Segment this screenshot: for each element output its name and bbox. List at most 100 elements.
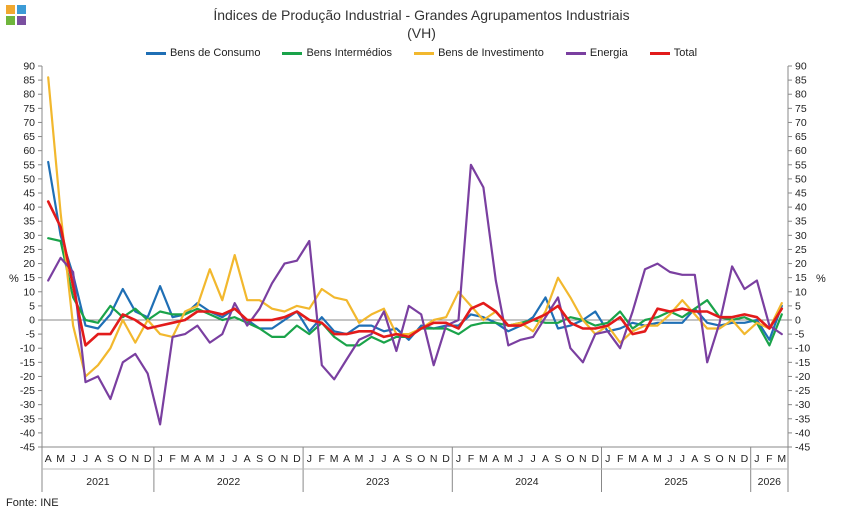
- y-tick-label-right: 75: [795, 103, 807, 115]
- x-tick-label: N: [579, 453, 587, 465]
- x-tick-label: D: [442, 453, 450, 465]
- y-tick-label-right: -20: [795, 371, 810, 383]
- y-tick-label-left: -10: [20, 343, 35, 355]
- x-tick-label: A: [244, 453, 251, 465]
- logo-square-blue: [17, 5, 26, 14]
- x-tick-label: D: [293, 453, 301, 465]
- x-tick-label: A: [194, 453, 201, 465]
- x-tick-label: F: [766, 453, 772, 465]
- year-label: 2025: [664, 476, 688, 488]
- logo-square-green: [6, 16, 15, 25]
- x-tick-label: J: [369, 453, 374, 465]
- x-tick-label: J: [232, 453, 237, 465]
- y-tick-label-right: 45: [795, 188, 807, 200]
- y-tick-label-left: 20: [23, 258, 35, 270]
- y-tick-label-right: -15: [795, 357, 810, 369]
- y-tick-label-right: 55: [795, 159, 807, 171]
- y-tick-label-right: -35: [795, 413, 810, 425]
- x-tick-label: N: [281, 453, 289, 465]
- y-tick-label-left: 90: [23, 61, 35, 73]
- x-tick-label: A: [642, 453, 649, 465]
- y-tick-label-left: -35: [20, 413, 35, 425]
- y-tick-label-left: 60: [23, 145, 35, 157]
- source-note: Fonte: INE: [6, 497, 59, 509]
- x-tick-label: F: [169, 453, 175, 465]
- x-tick-label: J: [680, 453, 685, 465]
- chart-subtitle: (VH): [407, 25, 436, 41]
- x-tick-label: F: [468, 453, 474, 465]
- legend-item: Bens de Consumo: [145, 47, 261, 59]
- x-tick-label: M: [330, 453, 339, 465]
- y-tick-label-left: 65: [23, 131, 35, 143]
- x-tick-label: A: [393, 453, 400, 465]
- x-tick-label: J: [70, 453, 75, 465]
- x-tick-label: O: [566, 453, 574, 465]
- series-line: [46, 200, 784, 347]
- legend-item: Bens de Investimento: [414, 47, 544, 59]
- x-tick-label: O: [716, 453, 724, 465]
- x-tick-label: A: [45, 453, 52, 465]
- y-tick-label-right: 85: [795, 75, 807, 87]
- logo-square-purple: [17, 16, 26, 25]
- x-tick-label: O: [417, 453, 425, 465]
- y-tick-label-left: 50: [23, 173, 35, 185]
- legend-item: Energia: [565, 47, 628, 59]
- legend-swatch: [414, 51, 435, 55]
- legend-label: Energia: [589, 47, 628, 59]
- x-tick-label: J: [307, 453, 312, 465]
- x-tick-label: A: [492, 453, 499, 465]
- x-tick-label: M: [479, 453, 488, 465]
- legend-swatch: [649, 51, 670, 55]
- x-tick-label: F: [319, 453, 325, 465]
- y-tick-label-left: -40: [20, 427, 35, 439]
- chart-title: Índices de Produção Industrial - Grandes…: [213, 7, 630, 23]
- y-tick-label-right: 40: [795, 202, 807, 214]
- x-tick-label: J: [667, 453, 672, 465]
- y-tick-label-left: -15: [20, 357, 35, 369]
- x-tick-label: M: [504, 453, 513, 465]
- x-tick-label: O: [119, 453, 127, 465]
- x-tick-label: J: [157, 453, 162, 465]
- legend-label: Total: [673, 47, 698, 59]
- y-tick-label-right: 20: [795, 258, 807, 270]
- x-tick-label: M: [628, 453, 637, 465]
- year-label: 2024: [515, 476, 539, 488]
- y-tick-label-left: 75: [23, 103, 35, 115]
- y-tick-label-left: -20: [20, 371, 35, 383]
- y-tick-label-left: 0: [29, 315, 35, 327]
- legend-item: Total: [649, 47, 698, 59]
- y-tick-label-left: -45: [20, 442, 35, 454]
- y-tick-label-left: 40: [23, 202, 35, 214]
- y-tick-label-right: -25: [795, 385, 810, 397]
- y-tick-label-right: -30: [795, 399, 810, 411]
- y-tick-label-left: -30: [20, 399, 35, 411]
- y-tick-label-right: 90: [795, 61, 807, 73]
- y-tick-label-left: 15: [23, 272, 35, 284]
- x-tick-label: J: [754, 453, 759, 465]
- legend-label: Bens de Consumo: [169, 47, 261, 59]
- year-label: 2023: [366, 476, 390, 488]
- x-tick-label: D: [144, 453, 152, 465]
- x-tick-label: J: [530, 453, 535, 465]
- y-tick-label-right: -5: [795, 329, 804, 341]
- y-tick-label-left: 25: [23, 244, 35, 256]
- x-tick-label: M: [777, 453, 786, 465]
- y-tick-label-left: 35: [23, 216, 35, 228]
- ine-logo-icon: [6, 5, 26, 25]
- y-tick-label-left: 10: [23, 286, 35, 298]
- x-tick-label: M: [355, 453, 364, 465]
- x-tick-label: N: [728, 453, 736, 465]
- y-tick-label-right: 60: [795, 145, 807, 157]
- x-tick-label: S: [256, 453, 263, 465]
- y-tick-label-left: 45: [23, 188, 35, 200]
- x-tick-label: S: [405, 453, 412, 465]
- x-tick-label: A: [343, 453, 350, 465]
- legend-swatch: [282, 51, 303, 55]
- year-label: 2021: [86, 476, 110, 488]
- x-tick-label: M: [653, 453, 662, 465]
- x-tick-label: J: [381, 453, 386, 465]
- x-tick-label: J: [220, 453, 225, 465]
- y-tick-label-right: -40: [795, 427, 810, 439]
- y-tick-label-left: 5: [29, 300, 35, 312]
